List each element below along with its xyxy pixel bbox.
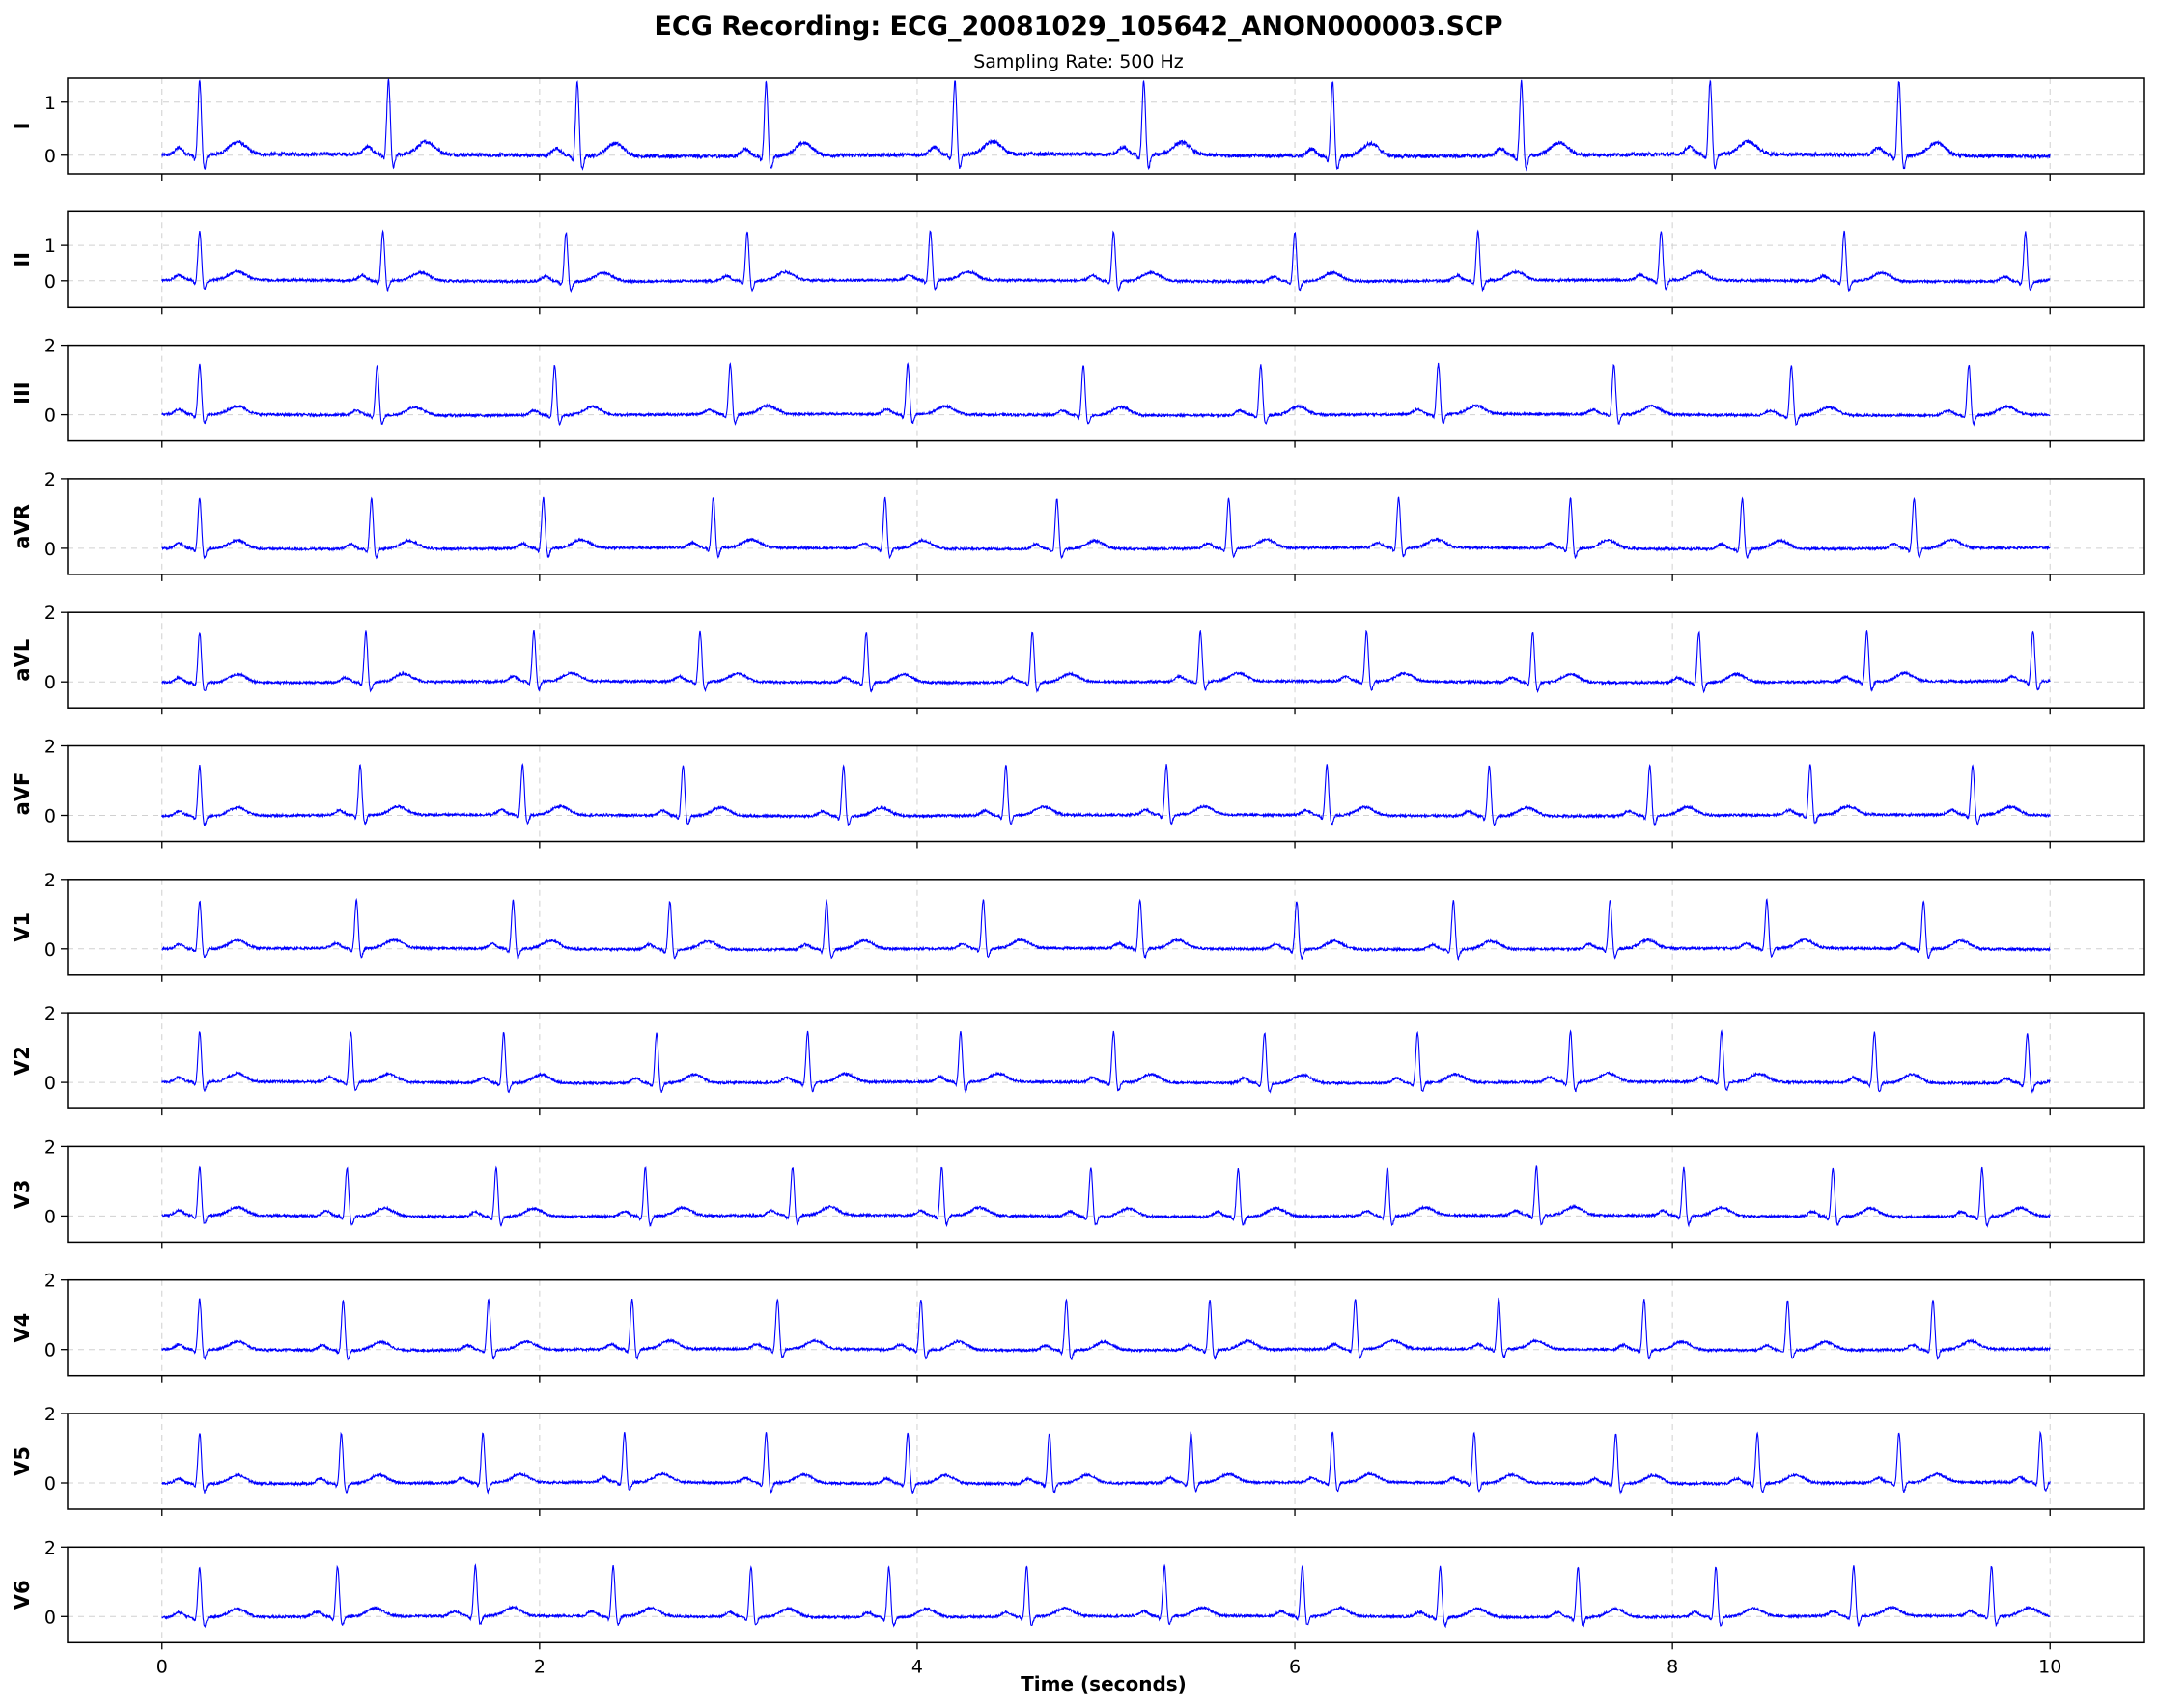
lead-panel-aVR: 0 2 aVR	[11, 469, 2145, 581]
panel-frame	[67, 478, 2145, 575]
ecg-trace-V1	[161, 897, 2051, 962]
y-tick-label: 0	[44, 1340, 56, 1361]
y-tick-label: 2	[44, 336, 56, 357]
lead-label-V6: V6	[11, 1580, 34, 1610]
lead-panel-III: 0 2 III	[11, 336, 2145, 448]
lead-panel-aVL: 0 2 aVL	[11, 602, 2145, 715]
lead-label-III: III	[11, 381, 34, 404]
ecg-trace-V3	[161, 1165, 2051, 1228]
y-tick-label: 1	[44, 93, 56, 114]
lead-panel-V2: 0 2 V2	[11, 1003, 2145, 1116]
lead-label-V5: V5	[11, 1446, 34, 1476]
lead-label-aVF: aVF	[11, 772, 34, 816]
y-tick-label: 0	[44, 539, 56, 560]
lead-panel-V5: 0 2 V5	[11, 1404, 2145, 1516]
lead-panel-aVF: 0 2 aVF	[11, 737, 2145, 849]
panel-frame	[67, 1546, 2145, 1644]
panel-frame	[67, 1012, 2145, 1109]
ecg-trace-I	[161, 78, 2051, 172]
lead-label-V4: V4	[11, 1313, 34, 1343]
y-tick-label: 2	[44, 1404, 56, 1425]
chart-title: ECG Recording: ECG_20081029_105642_ANON0…	[654, 12, 1502, 42]
y-tick-label: 0	[44, 939, 56, 961]
lead-panel-II: 0 1 II	[11, 210, 2145, 315]
y-tick-label: 2	[44, 469, 56, 490]
x-tick-label: 4	[911, 1656, 923, 1677]
y-tick-label: 0	[44, 806, 56, 827]
ecg-trace-V4	[161, 1297, 2051, 1361]
y-tick-label: 0	[44, 1607, 56, 1628]
y-tick-label: 1	[44, 236, 56, 257]
lead-label-V3: V3	[11, 1179, 34, 1209]
panel-frame	[67, 879, 2145, 976]
x-tick-label: 8	[1667, 1656, 1678, 1677]
ecg-trace-V6	[161, 1563, 2051, 1629]
ecg-trace-aVR	[161, 496, 2051, 560]
lead-panel-V4: 0 2 V4	[11, 1271, 2145, 1383]
lead-label-V1: V1	[11, 912, 34, 942]
x-tick-label: 10	[2038, 1656, 2061, 1677]
y-tick-label: 0	[44, 1473, 56, 1495]
y-tick-label: 2	[44, 1136, 56, 1158]
panel-frame	[67, 344, 2145, 442]
panel-frame	[67, 210, 2145, 309]
y-tick-label: 0	[44, 1206, 56, 1227]
panel-frame	[67, 1413, 2145, 1510]
lead-panel-V1: 0 2 V1	[11, 870, 2145, 982]
y-tick-label: 2	[44, 1537, 56, 1558]
x-tick-label: 2	[534, 1656, 546, 1677]
ecg-trace-III	[161, 362, 2051, 427]
panel-frame	[67, 611, 2145, 709]
y-tick-label: 2	[44, 870, 56, 891]
ecg-trace-II	[161, 229, 2051, 293]
y-tick-label: 0	[44, 672, 56, 693]
lead-label-aVL: aVL	[11, 639, 34, 682]
panel-frame	[67, 744, 2145, 843]
panel-frame	[67, 77, 2145, 175]
chart-subtitle: Sampling Rate: 500 Hz	[973, 51, 1184, 72]
y-tick-label: 0	[44, 1073, 56, 1094]
lead-label-I: I	[11, 123, 34, 130]
y-tick-label: 2	[44, 1271, 56, 1292]
lead-panel-I: 0 1 I	[11, 77, 2145, 181]
ecg-trace-V5	[161, 1430, 2051, 1495]
lead-label-aVR: aVR	[11, 504, 34, 549]
lead-label-II: II	[11, 252, 34, 267]
lead-panel-V6: 0 2 V6 0 2 4 6 8 10	[11, 1537, 2145, 1677]
x-tick-label: 6	[1289, 1656, 1301, 1677]
ecg-trace-V2	[161, 1029, 2051, 1094]
y-tick-label: 0	[44, 146, 56, 167]
x-tick-label: 0	[156, 1656, 168, 1677]
y-tick-label: 2	[44, 602, 56, 624]
lead-label-V2: V2	[11, 1046, 34, 1076]
lead-panels: 01I01II02III02aVR02aVL02aVF02V102V202V30…	[11, 77, 2145, 1677]
panel-frame	[67, 1278, 2145, 1377]
y-tick-label: 2	[44, 1003, 56, 1024]
ecg-trace-aVL	[161, 629, 2051, 694]
x-axis-label: Time (seconds)	[1021, 1672, 1187, 1695]
ecg-trace-aVF	[161, 762, 2051, 827]
panel-frame	[67, 1145, 2145, 1244]
y-tick-label: 2	[44, 737, 56, 758]
lead-panel-V3: 0 2 V3	[11, 1136, 2145, 1249]
y-tick-label: 0	[44, 406, 56, 427]
y-tick-label: 0	[44, 271, 56, 293]
